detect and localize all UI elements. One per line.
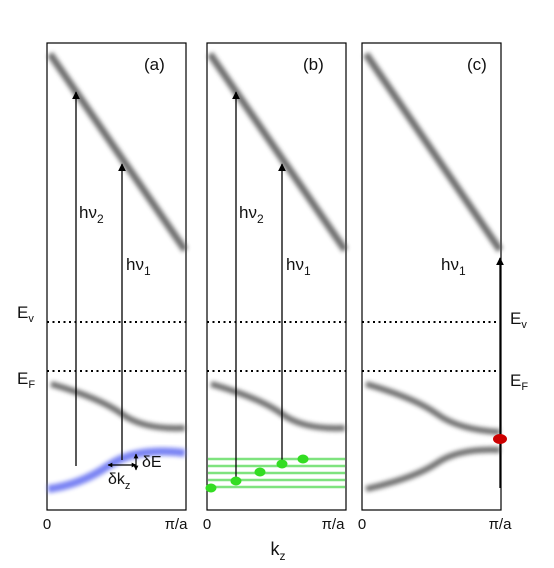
panel-b-upper-band [207,52,348,252]
panel-c-lower-band [365,381,501,435]
panel-b-green-dot [254,467,266,477]
panel-b-green-dot [230,476,242,486]
panel-b-hv2-label: hν2 [239,203,264,226]
panel-a-label: (a) [144,55,165,74]
ef-label-left: EF [17,369,35,391]
panel-b-green-dots [205,454,309,493]
panel-a-upper-band [47,52,188,252]
x-axis-label: kz [271,539,286,563]
panel-c: (c) hν1 [361,42,507,511]
energy-levels [47,321,501,372]
tick-pi-a: π/a [165,516,189,533]
panel-b: (b) hν2 hν1 [205,42,348,511]
panel-a-hv2-label: hν2 [79,203,104,226]
panel-b-green-lines [208,457,345,489]
panel-a-delta-k-label: δkz [108,471,130,492]
ev-label-left: Ev [17,303,34,325]
panel-a-frame [46,42,187,511]
panel-b-green-dot [205,483,217,493]
panel-b-frame [206,42,347,511]
panel-b-label: (b) [303,55,324,74]
tick-0-c: 0 [358,516,366,533]
tick-0-a: 0 [43,516,51,533]
ev-label-right: Ev [510,309,527,331]
tick-0-b: 0 [203,516,211,533]
panel-c-upper-band [363,52,503,252]
panel-c-hv1-label: hν1 [441,255,466,278]
panel-c-bottom-band [365,446,501,492]
panel-b-green-dot [276,459,288,469]
panel-a: (a) hν2 hν1 δE δkz [46,42,188,511]
panel-c-label: (c) [467,55,487,74]
panel-a-hv1-label: hν1 [126,255,151,278]
tick-labels: 0 π/a 0 π/a 0 π/a [43,516,512,533]
panel-b-lower-band [210,381,346,432]
tick-pi-c: π/a [489,516,513,533]
panel-c-red-dot [493,434,507,444]
ef-label-right: EF [510,371,528,393]
tick-pi-b: π/a [322,516,346,533]
panel-a-lower-band [50,381,186,432]
panel-b-hv1-label: hν1 [286,255,311,278]
panel-c-frame [361,42,502,511]
panel-b-green-dot [297,454,309,464]
panel-a-delta-e-label: δE [142,454,162,471]
